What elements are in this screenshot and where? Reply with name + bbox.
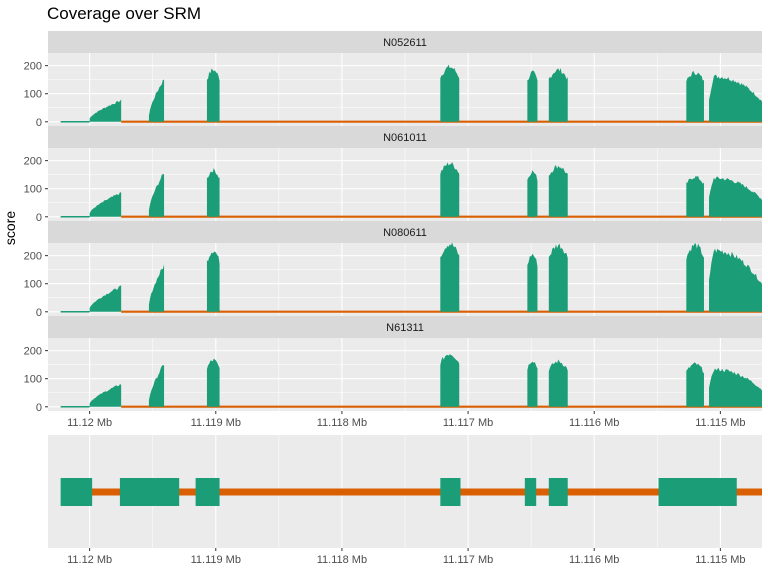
exon-coverage-7 xyxy=(686,175,704,217)
x-tick-label: 11.115 Mb xyxy=(695,554,745,566)
y-tick-label: 200 xyxy=(24,251,42,263)
exon-coverage-4 xyxy=(440,161,460,217)
exon-coverage-2 xyxy=(148,79,165,122)
gene-exon-2 xyxy=(119,478,180,506)
gene-exon-1 xyxy=(60,478,93,506)
exon-coverage-3 xyxy=(206,68,220,122)
gene-exon-7 xyxy=(658,478,737,506)
exon-coverage-2 xyxy=(148,264,165,312)
exon-coverage-4 xyxy=(440,242,460,312)
y-tick-label: 100 xyxy=(24,279,42,291)
exon-coverage-5 xyxy=(527,170,538,217)
exon-coverage-6 xyxy=(548,243,568,312)
gene-model-panel: 11.12 Mb 11.119 Mb 11.118 Mb 11.117 Mb 11.11… xyxy=(48,435,763,566)
exon-coverage-7 xyxy=(686,243,704,312)
facet-N052611: N052611 0 100 200 xyxy=(24,31,762,129)
exon-coverage-5 xyxy=(527,361,538,407)
exon-coverage-8 xyxy=(709,248,762,312)
y-tick-label: 100 xyxy=(24,184,42,196)
x-tick-label: 11.115 Mb xyxy=(695,417,745,429)
exon-coverage-5 xyxy=(527,253,538,312)
gene-exon-4 xyxy=(440,478,461,506)
gene-exon-6 xyxy=(548,478,568,506)
exon-coverage-7 xyxy=(686,362,704,407)
x-tick-label: 11.117 Mb xyxy=(443,554,493,566)
y-tick-label: 0 xyxy=(36,117,42,129)
facet-label: N061011 xyxy=(383,132,427,144)
x-tick-label: 11.117 Mb xyxy=(443,417,493,429)
gene-exon-3 xyxy=(195,478,220,506)
exon-coverage-5 xyxy=(527,70,538,122)
y-tick-label: 0 xyxy=(36,212,42,224)
exon-coverage-3 xyxy=(206,167,220,217)
exon-coverage-1 xyxy=(89,99,122,122)
intron-line xyxy=(89,488,763,496)
x-tick-label: 11.12 Mb xyxy=(67,417,112,429)
exon-coverage-8 xyxy=(709,367,762,407)
exon-coverage-1 xyxy=(89,384,122,407)
y-tick-label: 200 xyxy=(24,346,42,358)
exon-coverage-3 xyxy=(206,251,220,312)
facet-label: N61311 xyxy=(386,322,424,334)
y-tick-label: 200 xyxy=(24,61,42,73)
facet-strip xyxy=(48,126,762,148)
facet-strip xyxy=(48,31,762,53)
y-tick-label: 100 xyxy=(24,89,42,101)
facet-strip xyxy=(48,221,762,243)
facet-panels: N052611 0 100 200 N061011 0 100 200 N080611 0 100 2… xyxy=(24,31,762,429)
x-tick-label: 11.116 Mb xyxy=(569,554,619,566)
exon-coverage-1 xyxy=(89,285,122,312)
y-tick-label: 0 xyxy=(36,307,42,319)
exon-coverage-2 xyxy=(148,174,165,217)
exon-coverage-4 xyxy=(440,354,460,407)
facet-strip xyxy=(48,316,762,338)
y-tick-label: 0 xyxy=(36,402,42,414)
x-tick-label: 11.118 Mb xyxy=(317,554,367,566)
exon-coverage-2 xyxy=(148,364,165,407)
exon-coverage-6 xyxy=(548,68,568,122)
y-tick-label: 100 xyxy=(24,374,42,386)
exon-coverage-3 xyxy=(206,358,220,407)
x-tick-label: 11.119 Mb xyxy=(191,554,241,566)
exon-coverage-1 xyxy=(89,192,122,217)
y-tick-label: 200 xyxy=(24,156,42,168)
chart-title: Coverage over SRM xyxy=(47,4,202,23)
facet-N080611: N080611 0 100 200 xyxy=(24,221,762,319)
exon-coverage-4 xyxy=(440,64,460,122)
facet-N061011: N061011 0 100 200 xyxy=(24,126,762,224)
exon-coverage-8 xyxy=(709,74,762,122)
x-tick-label: 11.119 Mb xyxy=(191,417,241,429)
facet-N61311: N61311 0 100 200 11.12 Mb 11.119 Mb 11.118 Mb 1… xyxy=(24,316,762,429)
x-tick-label: 11.12 Mb xyxy=(67,554,112,566)
x-tick-label: 11.118 Mb xyxy=(317,417,367,429)
y-axis-label: score xyxy=(2,211,18,245)
gene-exon-5 xyxy=(524,478,537,506)
exon-coverage-6 xyxy=(548,359,568,407)
exon-coverage-8 xyxy=(709,176,762,217)
facet-label: N080611 xyxy=(383,227,427,239)
facet-label: N052611 xyxy=(383,37,427,49)
x-tick-label: 11.116 Mb xyxy=(569,417,619,429)
exon-coverage-6 xyxy=(548,164,568,217)
exon-coverage-7 xyxy=(686,70,704,122)
